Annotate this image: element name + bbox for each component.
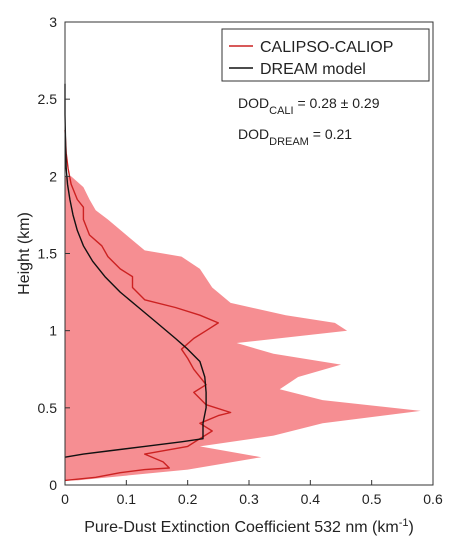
calipso-caliop-line: [64, 129, 232, 482]
legend-box: [221, 28, 430, 82]
x-axis-title-close: ): [408, 519, 413, 536]
axes-layer: 0 0.1 0.2 0.3 0.4 0.5 0.6 0 0.5 1 1.5 2 2.5 3 Pure-Dus…: [16, 14, 443, 536]
x-axis-title-main: Pure-Dust Extinction Coefficient 532 nm …: [84, 519, 399, 536]
annotation-value: = 0.21: [309, 126, 352, 142]
x-tick-label: 0.5: [362, 491, 382, 507]
x-axis-title-sup: -1: [399, 517, 409, 529]
y-axis-title: Height (km): [16, 212, 33, 295]
x-tick-label: 0.3: [239, 491, 259, 507]
y-tick-label: 0.5: [38, 400, 58, 416]
y-tick-label: 1: [49, 323, 57, 339]
calipso-uncertainty-band: [65, 176, 421, 481]
dod-annotation: DODCALI = 0.28 ± 0.29: [238, 95, 380, 117]
y-tick-label: 3: [49, 14, 57, 30]
y-tick-label: 0: [49, 477, 57, 493]
x-tick-label: 0.6: [423, 491, 443, 507]
x-tick-label: 0.4: [301, 491, 321, 507]
uncertainty-band-layer: [65, 176, 421, 481]
annotation-base: DOD: [238, 126, 269, 142]
legend: CALIPSO-CALIOP DREAM model: [221, 28, 430, 82]
y-tick-label: 1.5: [38, 246, 58, 262]
legend-label: CALIPSO-CALIOP: [260, 39, 393, 56]
annotation-subscript: CALI: [269, 105, 293, 117]
x-axis-title: Pure-Dust Extinction Coefficient 532 nm …: [84, 517, 414, 536]
x-tick-label: 0.2: [178, 491, 198, 507]
annotation-value: = 0.28 ± 0.29: [294, 95, 380, 111]
dod-annotation: DODDREAM = 0.21: [238, 126, 352, 148]
series-layer: [64, 83, 232, 482]
legend-label: DREAM model: [260, 61, 366, 78]
x-tick-label: 0: [61, 491, 69, 507]
y-tick-label: 2: [49, 168, 57, 184]
annotation-subscript: DREAM: [269, 136, 309, 148]
annotation-base: DOD: [238, 95, 269, 111]
x-tick-label: 0.1: [117, 491, 137, 507]
dream-model-line: [64, 83, 207, 458]
y-tick-label: 2.5: [38, 91, 58, 107]
